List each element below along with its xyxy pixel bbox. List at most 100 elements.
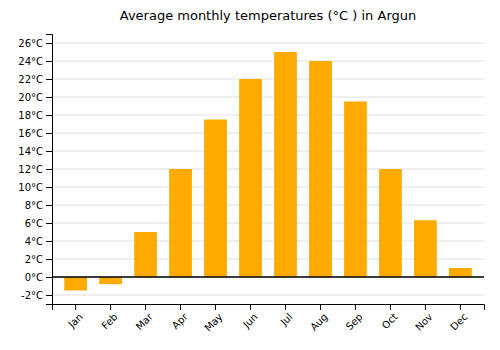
tick: 26°C	[18, 38, 52, 49]
bar	[204, 120, 227, 278]
tick-mark	[46, 259, 52, 260]
tick: Oct	[380, 304, 400, 331]
grid-line	[52, 97, 484, 98]
tick-mark	[46, 241, 52, 242]
tick-mark	[46, 133, 52, 134]
tick-label: 26°C	[18, 38, 43, 49]
bar	[449, 268, 472, 277]
tick-mark	[180, 304, 181, 310]
tick-mark	[425, 304, 426, 310]
tick: 22°C	[18, 74, 52, 85]
grid-line	[52, 133, 484, 134]
bars	[64, 52, 472, 291]
tick-label: Mar	[134, 310, 156, 332]
tick-mark	[250, 304, 251, 310]
tick-label: 6°C	[25, 218, 43, 229]
tick-label: 14°C	[18, 146, 43, 157]
tick-mark	[46, 169, 52, 170]
tick: Sep	[344, 304, 365, 332]
tick: 4°C	[25, 236, 52, 247]
tick-mark	[46, 79, 52, 80]
axis-line	[53, 305, 485, 311]
tick-label: 2°C	[25, 254, 43, 265]
grid-line	[52, 205, 484, 206]
tick: May	[202, 304, 224, 333]
tick-mark	[145, 304, 146, 310]
tick: Aug	[308, 304, 330, 333]
tick-mark	[46, 61, 52, 62]
bar	[274, 52, 297, 277]
tick: 24°C	[18, 56, 52, 67]
grid-line	[52, 115, 484, 116]
tick-label: Jan	[65, 311, 84, 330]
zero-line	[52, 276, 484, 278]
grid-line	[52, 295, 484, 296]
tick-label: Nov	[413, 311, 435, 333]
tick-label: -2°C	[21, 290, 43, 301]
tick-mark	[215, 304, 216, 310]
tick-label: Feb	[99, 311, 119, 331]
tick-label: 12°C	[18, 164, 43, 175]
tick-label: 20°C	[18, 92, 43, 103]
tick-label: 0°C	[25, 272, 43, 283]
tick: Feb	[99, 304, 119, 331]
tick-label: 18°C	[18, 110, 43, 121]
tick: Nov	[413, 304, 435, 333]
tick: 0°C	[25, 272, 52, 283]
bar	[134, 232, 157, 277]
tick-label: 22°C	[18, 74, 43, 85]
tick-mark	[46, 97, 52, 98]
bar	[344, 102, 367, 278]
tick: 10°C	[18, 182, 52, 193]
grid-line	[52, 277, 484, 278]
tick-mark	[46, 295, 52, 296]
tick: Apr	[170, 304, 191, 331]
tick: 2°C	[25, 254, 52, 265]
plot: -2°C 0°C 2°C 4°C 6°C 8°C 10°C 12°C 14°C 16°C 18°C 2…	[18, 35, 484, 334]
bar	[169, 169, 192, 277]
bar	[379, 169, 402, 277]
tick: Jan	[65, 304, 84, 330]
tick-label: Aug	[308, 311, 330, 333]
tick-mark	[46, 43, 52, 44]
bar	[64, 277, 87, 291]
title: Average monthly temperatures (°C ) in Ar…	[120, 8, 416, 23]
chart-container: -2°C 0°C 2°C 4°C 6°C 8°C 10°C 12°C 14°C 16°C 18°C 2…	[0, 0, 500, 350]
grid-line	[52, 169, 484, 170]
tick-label: 16°C	[18, 128, 43, 139]
axis-line	[46, 35, 53, 305]
tick-label: Jun	[240, 311, 260, 331]
tick: 20°C	[18, 92, 52, 103]
grid-line	[52, 43, 484, 44]
bar	[239, 79, 262, 277]
bar	[414, 220, 437, 277]
tick: Mar	[134, 304, 156, 332]
tick-label: Jul	[278, 311, 295, 328]
tick: Jun	[240, 304, 260, 331]
tick-label: 8°C	[25, 200, 43, 211]
tick: 16°C	[18, 128, 52, 139]
tick-mark	[355, 304, 356, 310]
tick-mark	[285, 304, 286, 310]
chart-svg: -2°C 0°C 2°C 4°C 6°C 8°C 10°C 12°C 14°C 16°C 18°C 2…	[0, 0, 500, 350]
tick-mark	[46, 187, 52, 188]
grid-line	[52, 79, 484, 80]
tick: 6°C	[25, 218, 52, 229]
tick-mark	[46, 223, 52, 224]
x-axis: Jan Feb Mar Apr May Jun Jul Aug Sep Oct Nov Dec	[53, 304, 485, 333]
tick-label: Sep	[344, 311, 365, 332]
tick-label: May	[202, 311, 224, 333]
tick-mark	[46, 115, 52, 116]
tick: 14°C	[18, 146, 52, 157]
tick-mark	[46, 151, 52, 152]
grid-line	[52, 151, 484, 152]
tick-label: Dec	[448, 311, 469, 332]
y-axis: -2°C 0°C 2°C 4°C 6°C 8°C 10°C 12°C 14°C 16°C 18°C 2…	[18, 35, 52, 305]
tick: 8°C	[25, 200, 52, 211]
tick-mark	[320, 304, 321, 310]
tick: 12°C	[18, 164, 52, 175]
tick-label: Apr	[170, 310, 191, 331]
tick-mark	[75, 304, 76, 310]
tick-mark	[46, 205, 52, 206]
bar	[99, 277, 122, 284]
